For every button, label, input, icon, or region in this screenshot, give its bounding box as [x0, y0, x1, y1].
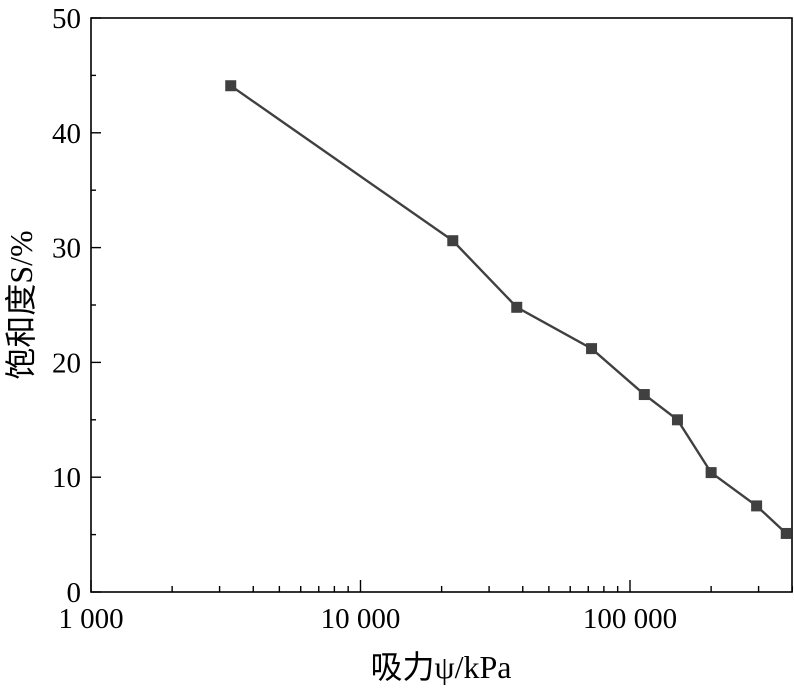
y-tick-label: 0 — [67, 577, 82, 609]
data-point — [638, 389, 650, 401]
plot-frame — [90, 17, 793, 593]
data-point — [225, 80, 237, 92]
series — [225, 80, 792, 539]
y-tick-label: 50 — [52, 3, 81, 35]
data-point — [751, 500, 763, 512]
data-point — [511, 301, 523, 313]
x-tick-label: 10 000 — [321, 603, 401, 635]
series-line — [230, 84, 788, 535]
data-point — [586, 343, 598, 355]
y-ticks: 0 10 20 30 40 50 — [52, 3, 101, 609]
x-tick-label: 100 000 — [583, 603, 677, 635]
y-axis-title: 饱和度S/% — [3, 230, 39, 379]
y-tick-label: 20 — [52, 347, 81, 379]
x-tick-label: 1 000 — [58, 603, 123, 635]
x-ticks: 1 000 10 000 100 000 — [58, 580, 793, 635]
axes — [90, 17, 793, 593]
data-point — [671, 414, 683, 426]
x-axis-title: 吸力ψ/kPa — [371, 649, 512, 685]
y-tick-label: 40 — [52, 118, 81, 150]
data-point — [447, 235, 459, 247]
y-tick-label: 10 — [52, 462, 81, 494]
data-point — [780, 527, 792, 539]
y-tick-label: 30 — [52, 233, 81, 265]
data-point — [705, 467, 717, 479]
